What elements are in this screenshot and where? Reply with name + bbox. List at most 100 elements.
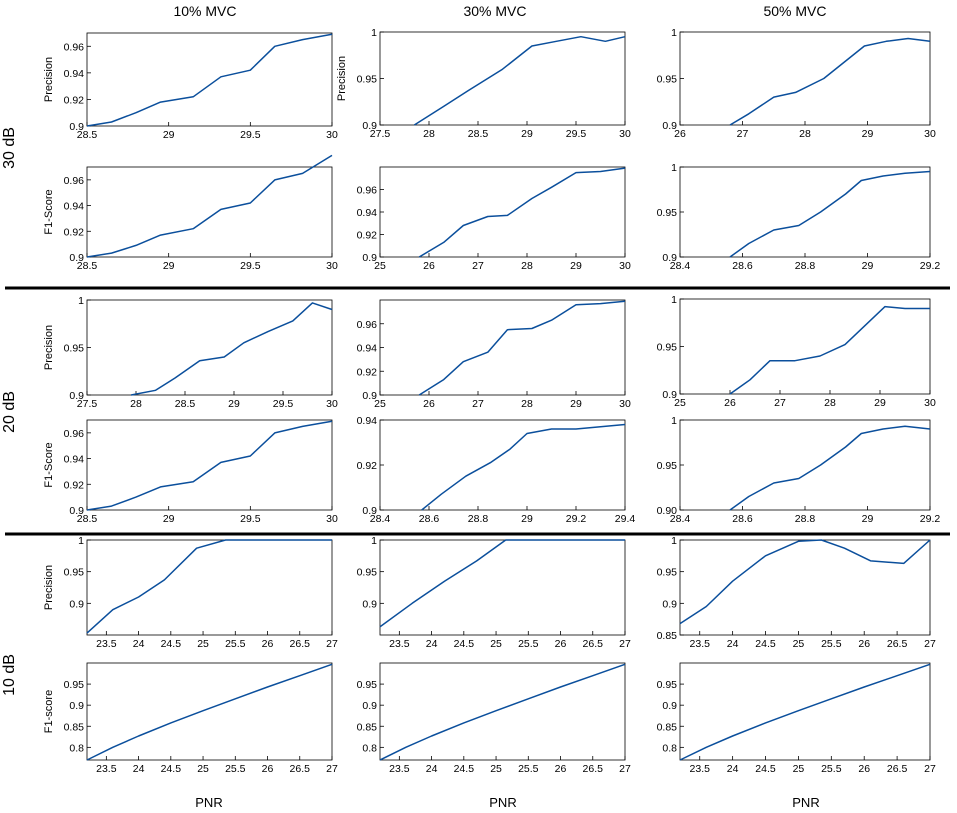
x-tick-label: 24 xyxy=(426,763,438,775)
y-tick-label: 0.96 xyxy=(357,319,378,331)
plot-frame xyxy=(679,298,931,395)
series-line xyxy=(130,302,333,396)
x-tick-label: 25.5 xyxy=(518,638,539,650)
x-tick-label: 28.6 xyxy=(732,513,753,525)
x-tick-label: 30 xyxy=(326,260,338,272)
x-tick-label: 25 xyxy=(197,638,209,650)
x-tick-label: 29 xyxy=(521,513,533,525)
x-tick-label: 30 xyxy=(619,260,631,272)
x-tick-label: 26 xyxy=(858,763,870,775)
x-tick-label: 28.8 xyxy=(795,513,816,525)
y-tick-label: 0.90 xyxy=(657,505,678,517)
series-line xyxy=(729,37,931,126)
series-line xyxy=(418,300,626,396)
y-tick-label: 0.92 xyxy=(357,366,378,378)
y-tick-label: 0.9 xyxy=(69,700,84,712)
y-tick-label: 0.96 xyxy=(64,41,85,53)
y-tick-label: 0.94 xyxy=(357,343,378,355)
x-tick-label: 29.5 xyxy=(240,260,261,272)
y-tick-label: 0.94 xyxy=(357,207,378,219)
x-tick-label: 28 xyxy=(799,128,811,140)
y-tick-label: 0.9 xyxy=(69,505,84,517)
y-tick-label: 1 xyxy=(78,535,84,547)
y-tick-label: 1 xyxy=(671,27,677,39)
x-tick-label: 26 xyxy=(555,638,567,650)
x-tick-label: 25 xyxy=(674,397,686,409)
x-tick-label: 28.5 xyxy=(77,513,98,525)
x-tick-label: 29.5 xyxy=(273,398,294,410)
subplot-11: 25 26 27 28 29 30 0.9 0.95 1 xyxy=(657,294,936,409)
plot-frame xyxy=(379,31,626,126)
x-tick-label: 24.5 xyxy=(161,763,182,775)
x-tick-label: 29 xyxy=(862,260,874,272)
x-tick-label: 28.8 xyxy=(795,260,816,272)
series-line xyxy=(418,167,626,258)
plot-frame xyxy=(86,299,333,396)
plot-frame xyxy=(86,419,333,511)
series-line xyxy=(421,423,626,511)
x-tick-label: 29 xyxy=(570,260,582,272)
x-tick-label: 27 xyxy=(924,763,936,775)
y-tick-label: 0.92 xyxy=(64,479,85,491)
y-tick-label: 0.9 xyxy=(362,700,377,712)
x-tick-label: 27 xyxy=(619,638,631,650)
y-tick-label: 1 xyxy=(671,294,677,306)
x-axis-label-col1: PNR xyxy=(195,795,222,810)
plot-frame xyxy=(379,299,626,396)
x-tick-label: 28.6 xyxy=(419,513,440,525)
x-tick-label: 23.5 xyxy=(96,638,117,650)
x-tick-label: 29.2 xyxy=(920,513,941,525)
plot-frame xyxy=(379,419,626,511)
subplot-14: 23.5 24 24.5 25 25.5 26 26.5 27 0.8 0.85 0.9 0.95 F1… xyxy=(43,662,338,775)
plot-frame xyxy=(86,166,333,258)
subplot-7: 27.5 28 28.5 29 29.5 30 0.9 0.95 1 Precision xyxy=(43,295,338,410)
x-tick-label: 29 xyxy=(521,128,533,140)
x-axis-label-col3: PNR xyxy=(792,795,819,810)
y-tick-label: 0.92 xyxy=(357,460,378,472)
y-tick-label: 0.9 xyxy=(69,598,84,610)
y-tick-label: 0.8 xyxy=(662,742,677,754)
series-line xyxy=(86,663,333,761)
subplots: 28.5 29 29.5 300.90.920.940.96Precision28.5… xyxy=(43,27,940,775)
x-tick-label: 23.5 xyxy=(389,763,410,775)
y-tick-label: 0.95 xyxy=(357,74,378,86)
x-tick-label: 26 xyxy=(423,260,435,272)
x-tick-label: 24 xyxy=(426,638,438,650)
subplot-2: 28.5 29 29.5 30 0.9 0.92 0.94 0.96 F1-Score xyxy=(43,154,338,272)
x-tick-label: 30 xyxy=(619,398,631,410)
y-tick-label: 1 xyxy=(371,535,377,547)
y-axis-label: F1-score xyxy=(43,690,55,733)
plot-frame xyxy=(379,166,626,258)
y-tick-label: 0.92 xyxy=(64,226,85,238)
x-tick-label: 27 xyxy=(924,638,936,650)
series-line xyxy=(86,154,333,258)
column-title-10mvc: 10% MVC xyxy=(173,3,236,19)
row-label-20db: 20 dB xyxy=(1,391,18,433)
x-tick-label: 27 xyxy=(326,638,338,650)
y-tick-label: 1 xyxy=(671,415,677,427)
series-line xyxy=(729,170,931,258)
x-tick-label: 25.5 xyxy=(225,638,246,650)
x-tick-label: 29 xyxy=(570,398,582,410)
x-tick-label: 28.5 xyxy=(77,260,98,272)
x-tick-label: 29.4 xyxy=(615,513,636,525)
x-tick-label: 28.6 xyxy=(732,260,753,272)
plot-frame xyxy=(679,539,931,636)
subplot-16: 23.5 24 24.5 25 25.5 26 26.5 27 0.8 0.85 0.9 0.95 xyxy=(357,662,631,775)
x-tick-label: 29 xyxy=(862,128,874,140)
series-line xyxy=(679,539,931,625)
y-tick-label: 0.92 xyxy=(357,230,378,242)
x-tick-label: 24.5 xyxy=(454,638,475,650)
x-tick-label: 29 xyxy=(163,260,175,272)
subplot-6: 28.4 28.6 28.8 29 29.2 0.9 0.95 1 xyxy=(657,162,941,272)
y-tick-label: 0.95 xyxy=(657,207,678,219)
subplot-9: 25 26 27 28 29 30 0.9 0.92 0.94 0.96 xyxy=(357,299,631,410)
x-tick-label: 30 xyxy=(924,397,936,409)
subplot-10: 28.4 28.6 28.8 29 29.2 29.4 0.9 0.92 0.94 xyxy=(357,415,636,525)
y-axis-label: F1-Score xyxy=(43,189,55,234)
y-tick-label: 0.9 xyxy=(362,598,377,610)
x-tick-label: 26.5 xyxy=(290,638,311,650)
y-axis-label: F1-Score xyxy=(43,442,55,487)
y-tick-label: 0.9 xyxy=(69,121,84,133)
y-tick-label: 0.85 xyxy=(357,721,378,733)
